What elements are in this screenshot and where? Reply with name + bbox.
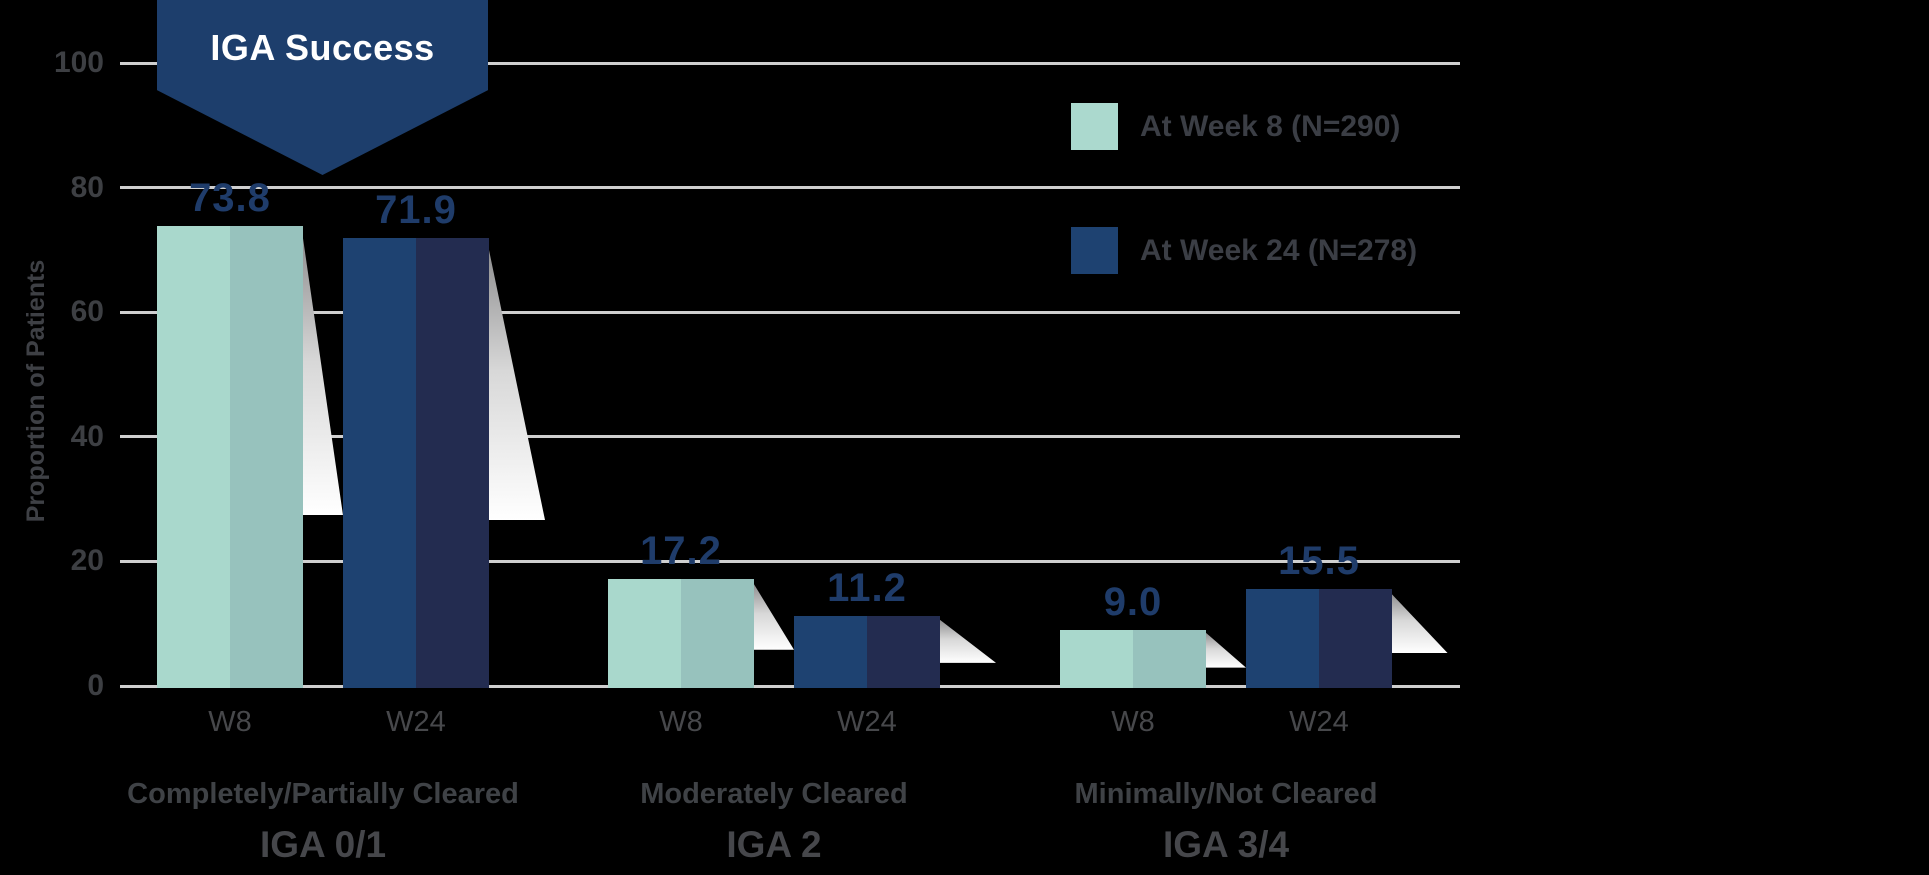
- iga-success-banner: IGA Success: [157, 0, 488, 175]
- bar-tick-label-g1-s0: W8: [659, 706, 703, 738]
- bar-g0-s1: [343, 238, 489, 688]
- y-tick-label-100: 100: [53, 46, 104, 79]
- gridline-40: [120, 435, 1460, 439]
- week8-legend-label: At Week 8 (N=290): [1140, 109, 1401, 143]
- bar-shadow-g0-s1: [489, 250, 545, 521]
- bar-value-label-g1-s1: 11.2: [827, 566, 907, 611]
- group-label-line2-g2: IGA 3/4: [1162, 824, 1290, 865]
- bar-tick-label-g2-s1: W24: [1289, 706, 1349, 738]
- y-tick-label-60: 60: [70, 295, 104, 329]
- bar-value-label-g0-s1: 71.9: [375, 188, 457, 233]
- gridline-0: [120, 684, 1460, 688]
- week24-swatch: [1071, 227, 1118, 274]
- y-tick-label-20: 20: [70, 544, 104, 578]
- y-tick-label-0: 0: [87, 669, 104, 702]
- bar-tick-label-g0-s1: W24: [386, 706, 446, 738]
- bar-g1-s0: [608, 578, 754, 688]
- bar-value-label-g0-s0: 73.8: [189, 176, 271, 221]
- bar-tick-label-g1-s1: W24: [837, 706, 897, 738]
- bar-value-label-g1-s0: 17.2: [640, 528, 722, 573]
- group-label-line2-g0: IGA 0/1: [259, 824, 387, 865]
- group-label-line1-g0: Completely/Partially Cleared: [127, 778, 519, 810]
- gridline-60: [120, 310, 1460, 314]
- bar-shadow-g2-s0: [1206, 632, 1246, 668]
- bar-tick-label-g2-s0: W8: [1111, 706, 1155, 738]
- group-label-line2-g1: IGA 2: [726, 824, 822, 865]
- bar-g1-s1: [794, 616, 940, 688]
- banner-title: IGA Success: [210, 26, 435, 68]
- bar-g0-s0: [157, 226, 303, 688]
- bar-shadow-g2-s1: [1392, 594, 1448, 654]
- gridline-100: [120, 61, 1460, 65]
- bar-g2-s1: [1246, 589, 1392, 688]
- group-label-line1-g2: Minimally/Not Cleared: [1074, 778, 1378, 810]
- bar-value-label-g2-s0: 9.0: [1103, 579, 1163, 624]
- week8-swatch: [1071, 103, 1118, 150]
- group-label-line1-g1: Moderately Cleared: [640, 778, 908, 810]
- gridline-80: [120, 186, 1460, 190]
- bar-shadow-g0-s0: [303, 238, 343, 516]
- y-tick-label-40: 40: [70, 419, 104, 453]
- legend-item-week24: At Week 24 (N=278): [1071, 227, 1417, 274]
- gridline-20: [120, 559, 1460, 563]
- bar-g2-s0: [1060, 629, 1206, 688]
- bar-value-label-g2-s1: 15.5: [1278, 539, 1360, 584]
- week24-legend-label: At Week 24 (N=278): [1140, 233, 1418, 267]
- bar-tick-label-g0-s0: W8: [208, 706, 252, 738]
- y-axis-title: Proportion of Patients: [22, 259, 50, 523]
- bar-shadow-g1-s1: [940, 619, 996, 663]
- y-tick-label-80: 80: [70, 170, 104, 204]
- legend-item-week8: At Week 8 (N=290): [1071, 103, 1400, 150]
